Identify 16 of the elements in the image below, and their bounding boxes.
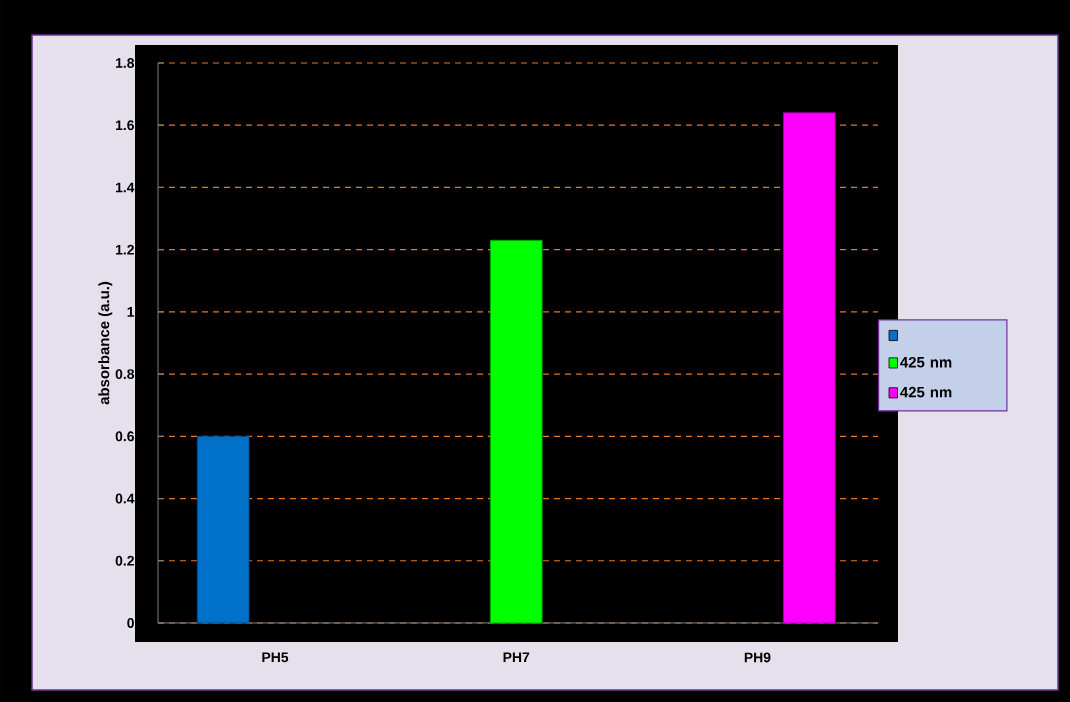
x-tick-label: PH7 (503, 652, 530, 663)
y-tick-label: 1.4 (115, 182, 135, 193)
x-tick-label: PH5 (262, 652, 289, 663)
x-tick-label: PH9 (744, 652, 771, 663)
y-tick-label: 0.6 (115, 431, 134, 442)
legend-label: 425 nm (900, 356, 952, 368)
y-tick-label: 0.4 (115, 493, 135, 504)
y-tick-label: 1.2 (115, 244, 134, 255)
y-axis-title: absorbance (a.u.) (98, 281, 113, 405)
y-tick-label: 0.8 (115, 369, 135, 380)
y-tick-label: 0 (127, 618, 134, 628)
y-tick-label: 1.6 (115, 120, 134, 131)
y-tick-label: 1 (127, 307, 135, 317)
y-tick-label: 1.8 (115, 58, 135, 68)
y-tick-label: 0.2 (115, 555, 134, 566)
legend-label: 425 nm (900, 386, 952, 398)
